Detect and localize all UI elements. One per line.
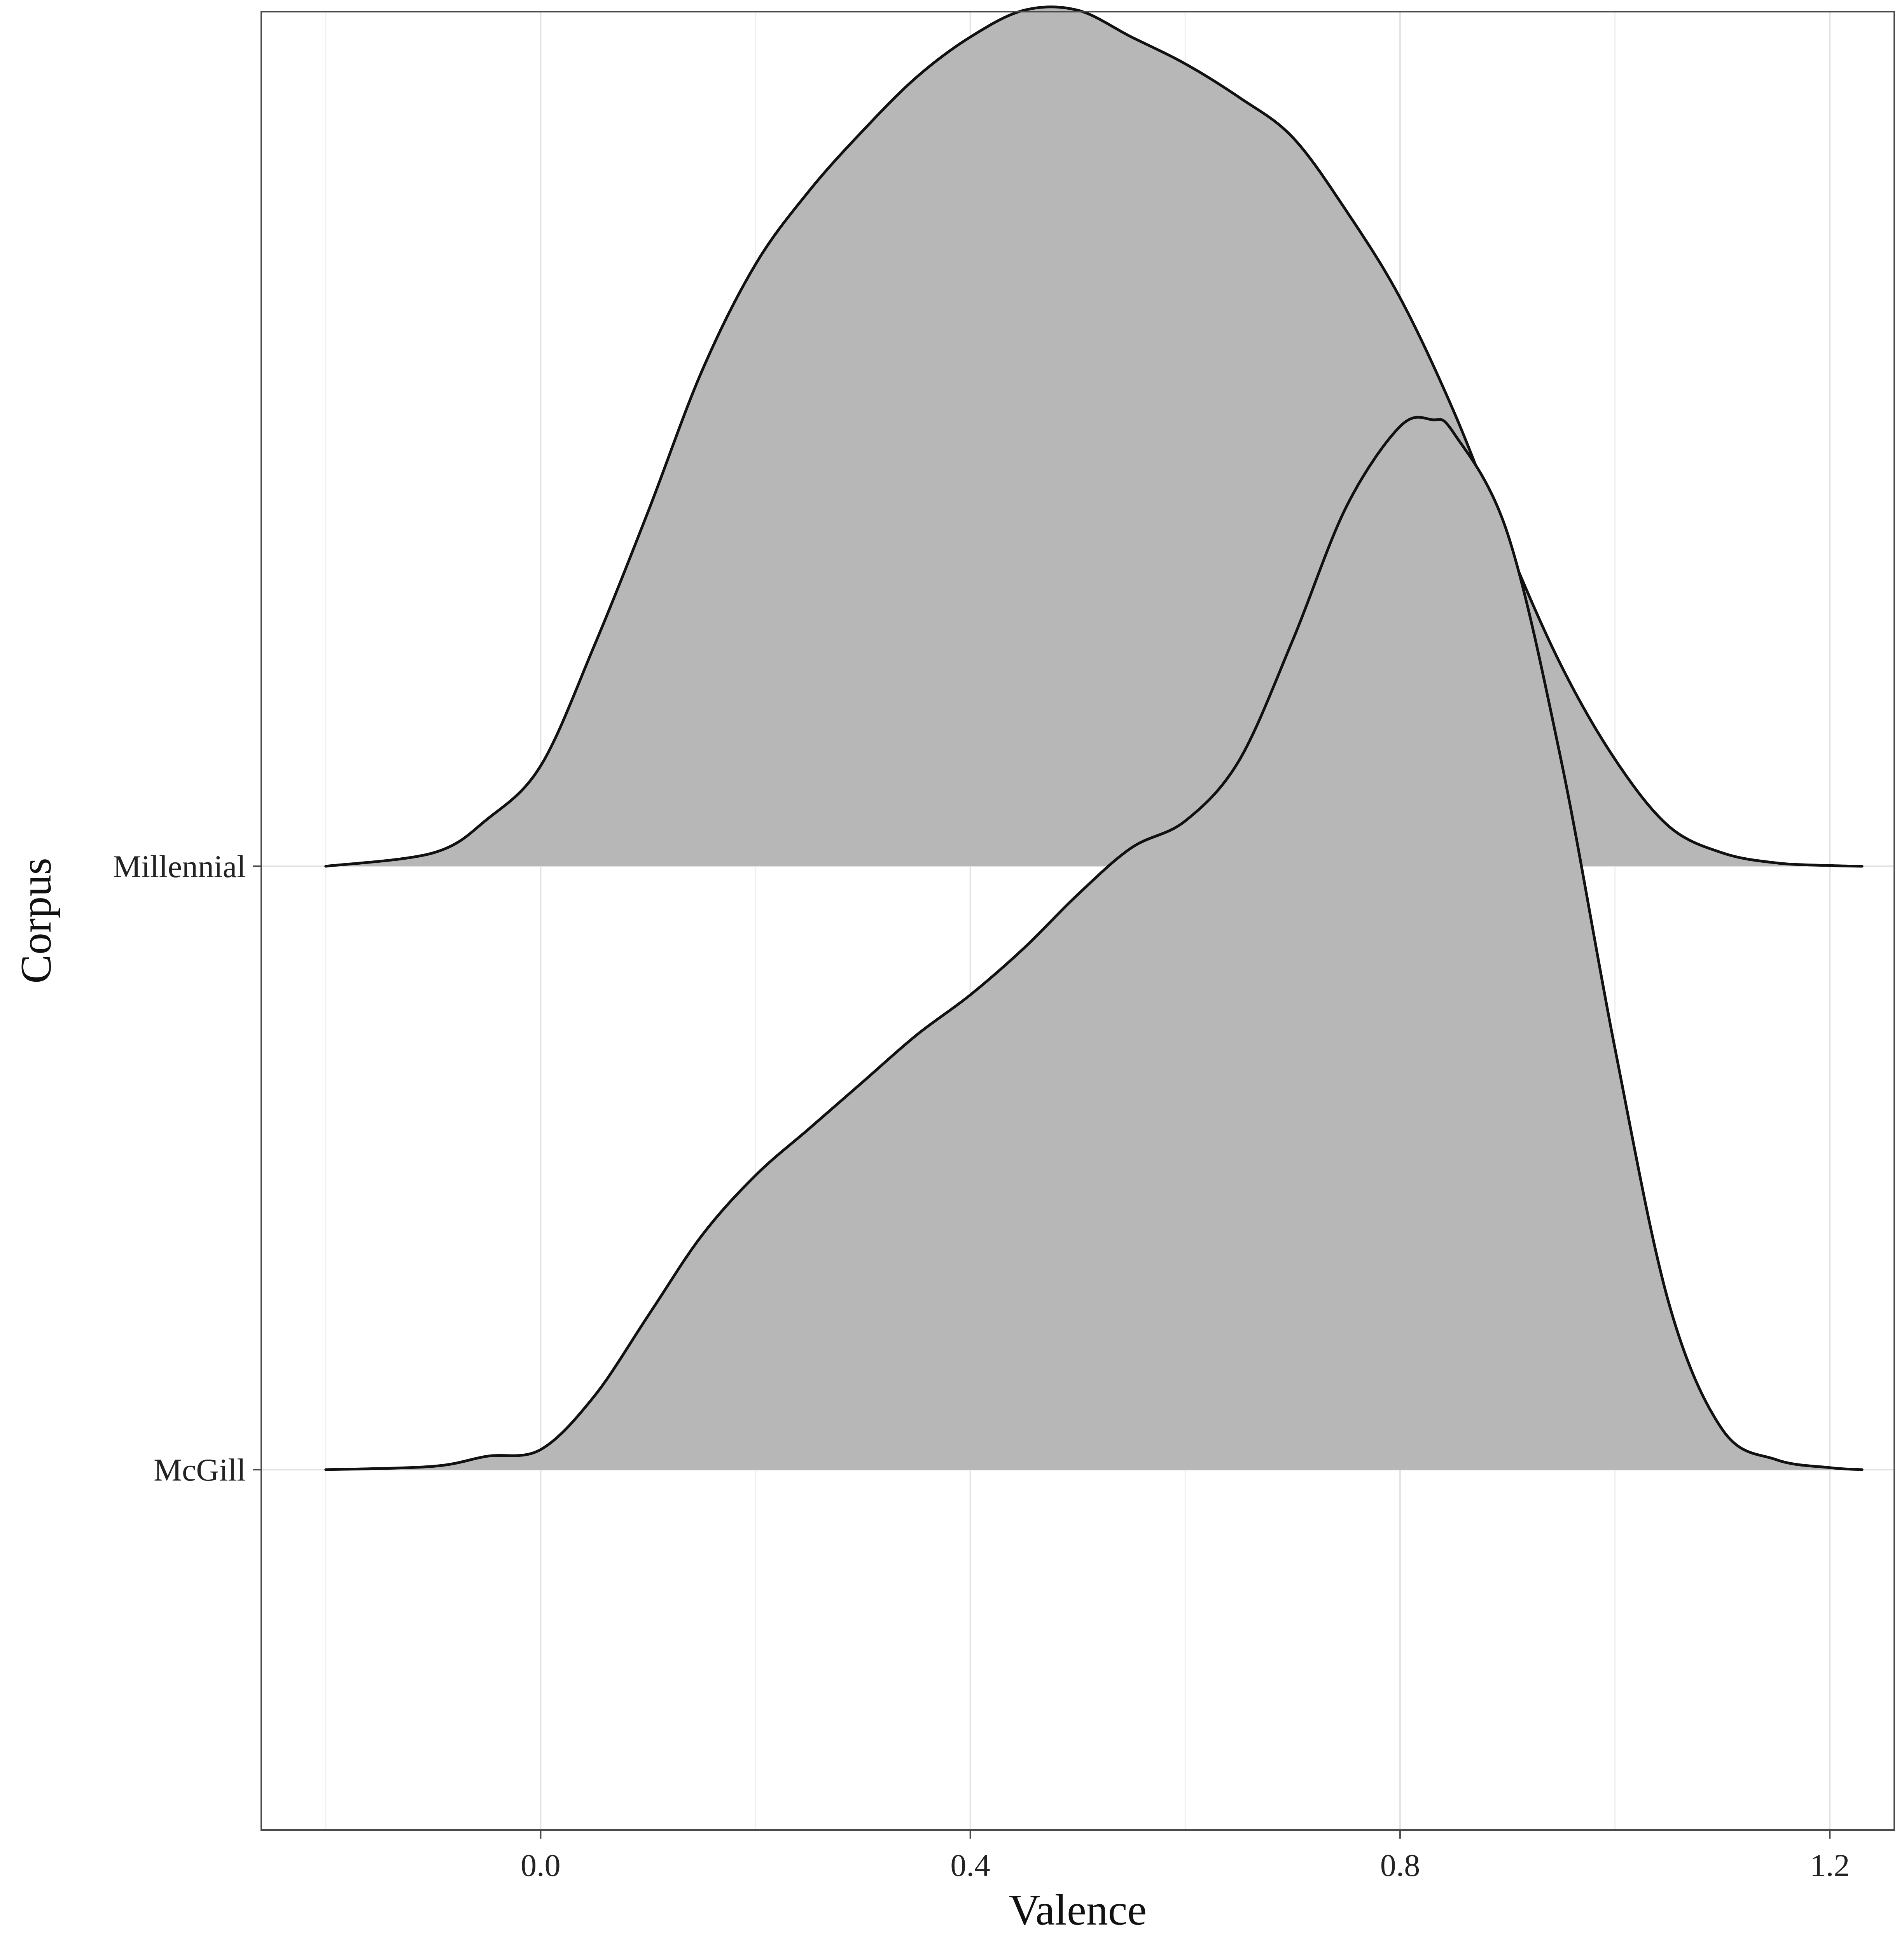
- x-tick-label-2: 0.8: [1380, 1848, 1420, 1883]
- panel-border: [261, 11, 1895, 1831]
- y-tick-label-millennial: Millennial: [113, 849, 246, 884]
- y-axis-title: Corpus: [12, 858, 60, 984]
- ridge-line-mcgill: [324, 416, 1864, 1471]
- axis-layer: 0.0 0.4 0.8 1.2 McGill Millennial: [113, 849, 1850, 1883]
- ridge-fill-mcgill: [325, 417, 1862, 1470]
- ridge-layer: [324, 5, 1864, 1471]
- x-tick-label-3: 1.2: [1810, 1848, 1850, 1883]
- x-tick-label-1: 0.4: [950, 1848, 990, 1883]
- y-tick-label-mcgill: McGill: [154, 1452, 246, 1488]
- ridge-line-millennial: [324, 5, 1864, 868]
- x-axis-title: Valence: [1009, 1886, 1147, 1934]
- x-tick-label-0: 0.0: [521, 1848, 561, 1883]
